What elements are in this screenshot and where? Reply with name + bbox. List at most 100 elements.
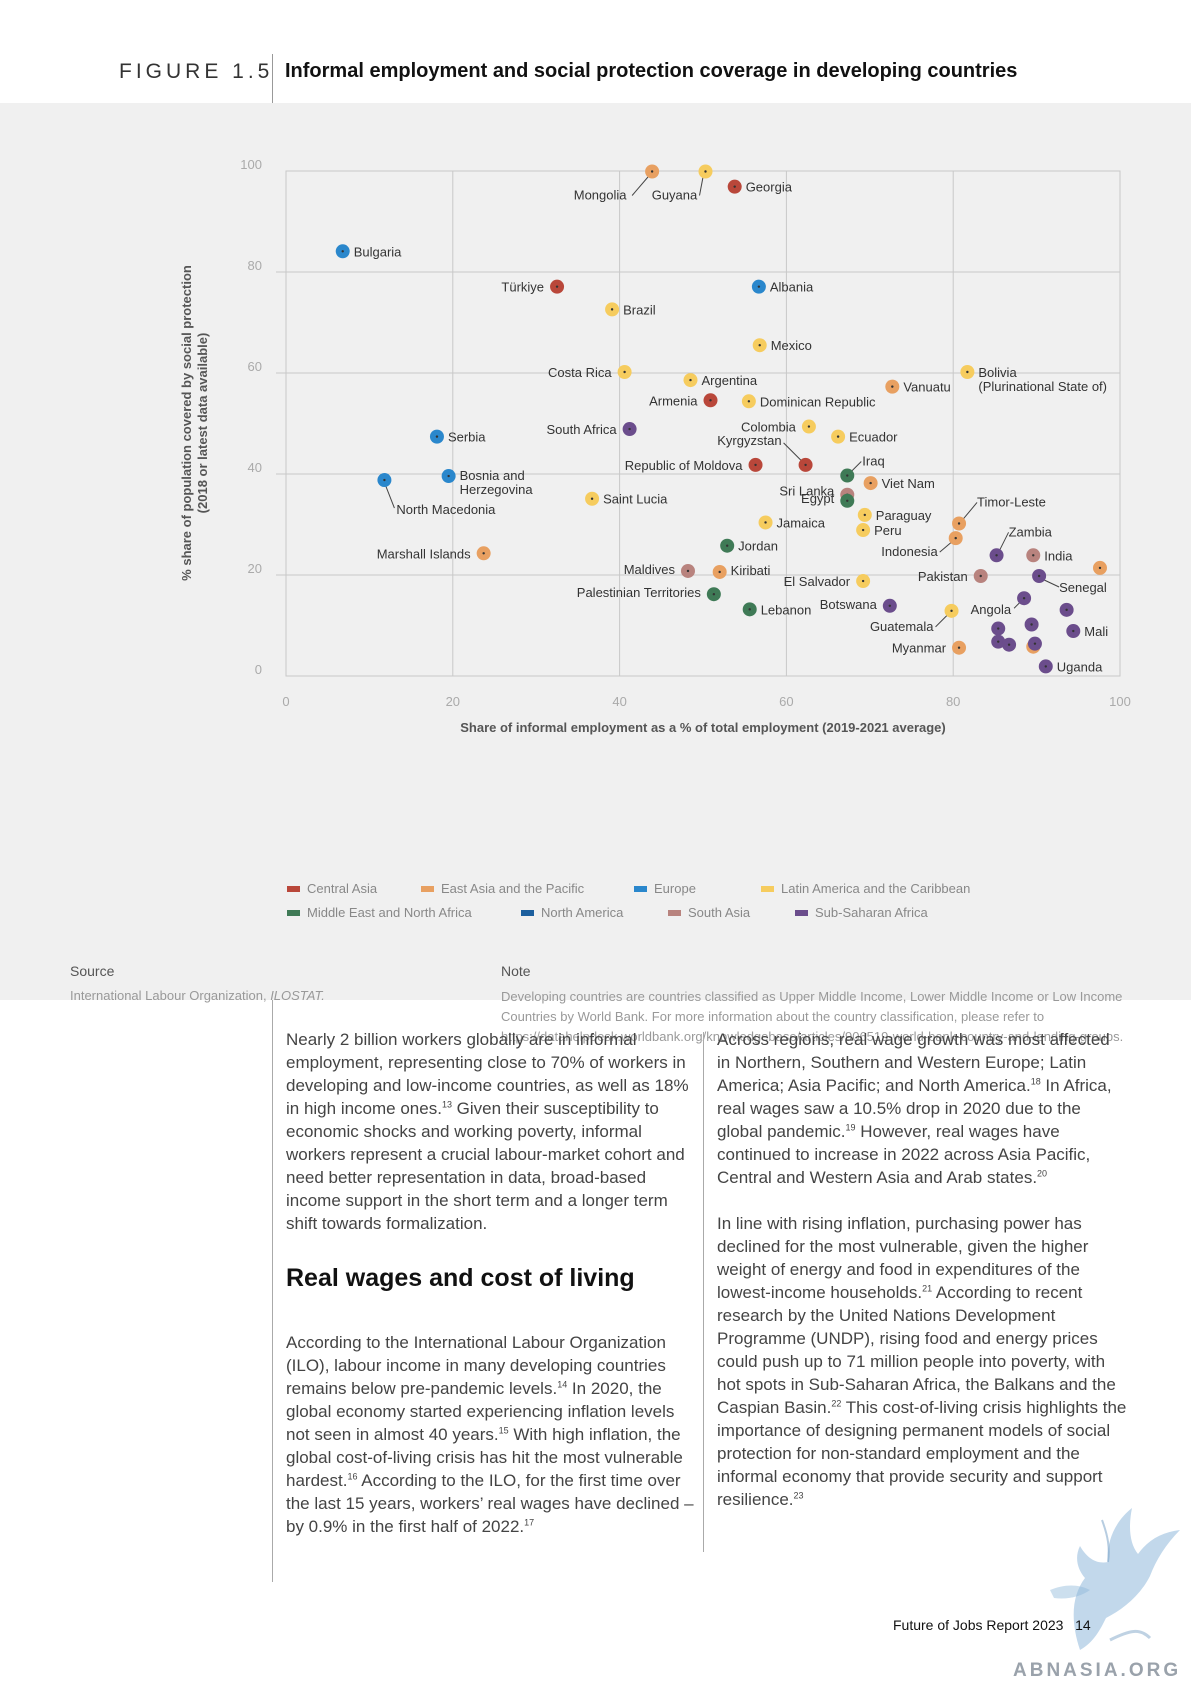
y-tick-label: 40 — [248, 460, 262, 475]
point-label: Lebanon — [761, 602, 812, 617]
bird-logo-icon — [1050, 1508, 1180, 1650]
data-point-center — [957, 646, 961, 649]
legend-item: Latin America and the Caribbean — [761, 881, 970, 896]
data-point-center — [966, 370, 969, 374]
text: In Africa, real wages saw a 10.5% drop i… — [717, 1076, 1112, 1141]
footnote-ref[interactable]: 14 — [557, 1379, 568, 1390]
point-label: South Africa — [546, 422, 617, 437]
source-text: International Labour Organization, ILOST… — [70, 988, 325, 1003]
data-point-center — [979, 574, 982, 578]
footnote-ref[interactable]: 17 — [524, 1517, 535, 1528]
data-point-center — [957, 522, 961, 525]
note-heading: Note — [501, 963, 531, 979]
legend-swatch — [761, 885, 774, 892]
grid-lines — [276, 171, 1120, 676]
legend-item: Europe — [634, 881, 696, 896]
data-point-center — [435, 435, 439, 438]
footnote-ref[interactable]: 18 — [1030, 1076, 1041, 1087]
paragraph: Nearly 2 billion workers globally are in… — [286, 1028, 696, 1235]
data-point-center — [725, 544, 729, 547]
point-label: Iraq — [862, 454, 884, 469]
y-tick-label: 60 — [248, 359, 262, 374]
leader-line — [939, 540, 954, 553]
point-label: Bosnia and Herzegovina — [460, 468, 534, 497]
point-label: Brazil — [623, 302, 656, 317]
footnote-ref[interactable]: 13 — [441, 1099, 452, 1110]
data-point-center — [383, 478, 386, 482]
note-text: Developing countries are countries class… — [501, 989, 1124, 1044]
data-point-center — [861, 579, 865, 583]
footnote-ref[interactable]: 21 — [922, 1283, 933, 1294]
text: In 2020, the global economy started expe… — [286, 1379, 675, 1444]
text: Across regions, real wage growth was mos… — [717, 1030, 1110, 1095]
x-tick-label: 80 — [946, 694, 960, 709]
text: However, real wages have continued to in… — [717, 1122, 1091, 1187]
legend-swatch — [287, 909, 300, 916]
data-point-center — [623, 370, 626, 374]
x-axis-title: Share of informal employment as a % of t… — [460, 720, 946, 735]
footnote-ref[interactable]: 15 — [498, 1425, 509, 1436]
scatter-chart: 0 20 40 60 80 100 0 20 40 60 80 100 Mongolia Guyana… — [179, 157, 1131, 735]
point-label: Zambia — [1009, 524, 1053, 539]
legend-label: South Asia — [688, 905, 751, 920]
figure-title: Informal employment and social protectio… — [285, 60, 1018, 82]
data-point-center — [764, 521, 767, 524]
leader-line — [384, 484, 395, 509]
point-label: Palestinian Territories — [577, 585, 702, 600]
data-point-center — [1032, 554, 1035, 557]
point-label: Mexico — [771, 338, 812, 353]
legend-swatch — [795, 909, 808, 916]
source-heading: Source — [70, 963, 115, 979]
data-point-center — [1072, 629, 1075, 633]
x-tick-label: 40 — [612, 694, 626, 709]
footnote-ref[interactable]: 16 — [347, 1471, 358, 1482]
point-label: Guyana — [652, 188, 698, 203]
legend-item: Middle East and North Africa — [287, 905, 472, 920]
text: According to the ILO, for the first time… — [286, 1471, 694, 1536]
point-label: North Macedonia — [396, 502, 496, 517]
point-label: Guatemala — [870, 619, 934, 634]
legend-swatch — [634, 885, 647, 892]
y-tick-label: 100 — [240, 157, 262, 172]
data-point-center — [1098, 566, 1102, 570]
x-tick-label: 20 — [446, 694, 460, 709]
data-point-center — [869, 481, 872, 485]
data-point-center — [447, 474, 450, 478]
data-point-center — [733, 185, 736, 188]
point-label: India — [1044, 548, 1073, 563]
data-point-center — [997, 640, 1000, 643]
point-label: Pakistan — [918, 569, 968, 584]
point-label: Jamaica — [777, 515, 826, 530]
y-tick-labels: 0 20 40 60 80 100 — [240, 157, 262, 677]
legend-label: Sub-Saharan Africa — [815, 905, 928, 920]
point-label-line: Herzegovina — [460, 482, 534, 497]
point-label: Kiribati — [731, 563, 771, 578]
data-point-center — [888, 604, 892, 608]
footnote-ref[interactable]: 22 — [831, 1398, 842, 1409]
data-point-center — [861, 528, 865, 532]
legend-label: Europe — [654, 881, 696, 896]
point-label: Angola — [971, 602, 1012, 617]
point-label-line: Bosnia and — [460, 468, 525, 483]
point-label: Saint Lucia — [603, 492, 668, 507]
data-point-center — [1037, 574, 1041, 578]
point-label: Georgia — [746, 180, 793, 195]
footnote-ref[interactable]: 23 — [793, 1490, 804, 1501]
point-label: Botswana — [820, 597, 878, 612]
data-point-center — [863, 513, 866, 517]
legend-swatch — [668, 909, 681, 916]
figure-number: FIGURE 1.5 — [119, 60, 274, 83]
point-label: Peru — [874, 523, 901, 538]
x-tick-labels: 0 20 40 60 80 100 — [282, 694, 1130, 709]
text: With high inflation, the global cost-of-… — [286, 1425, 683, 1490]
point-label: Mali — [1084, 624, 1108, 639]
leader-line — [631, 174, 651, 196]
point-label: Republic of Moldova — [625, 458, 744, 473]
footnote-ref[interactable]: 20 — [1037, 1168, 1048, 1179]
legend-item: East Asia and the Pacific — [421, 881, 584, 896]
point-label: Costa Rica — [548, 365, 612, 380]
point-label: Myanmar — [892, 641, 947, 656]
figure-panel: 0 20 40 60 80 100 0 20 40 60 80 100 Mongolia Guyana… — [0, 103, 1191, 1044]
paragraph: According to the International Labour Or… — [286, 1331, 696, 1538]
footnote-ref[interactable]: 19 — [845, 1122, 856, 1133]
